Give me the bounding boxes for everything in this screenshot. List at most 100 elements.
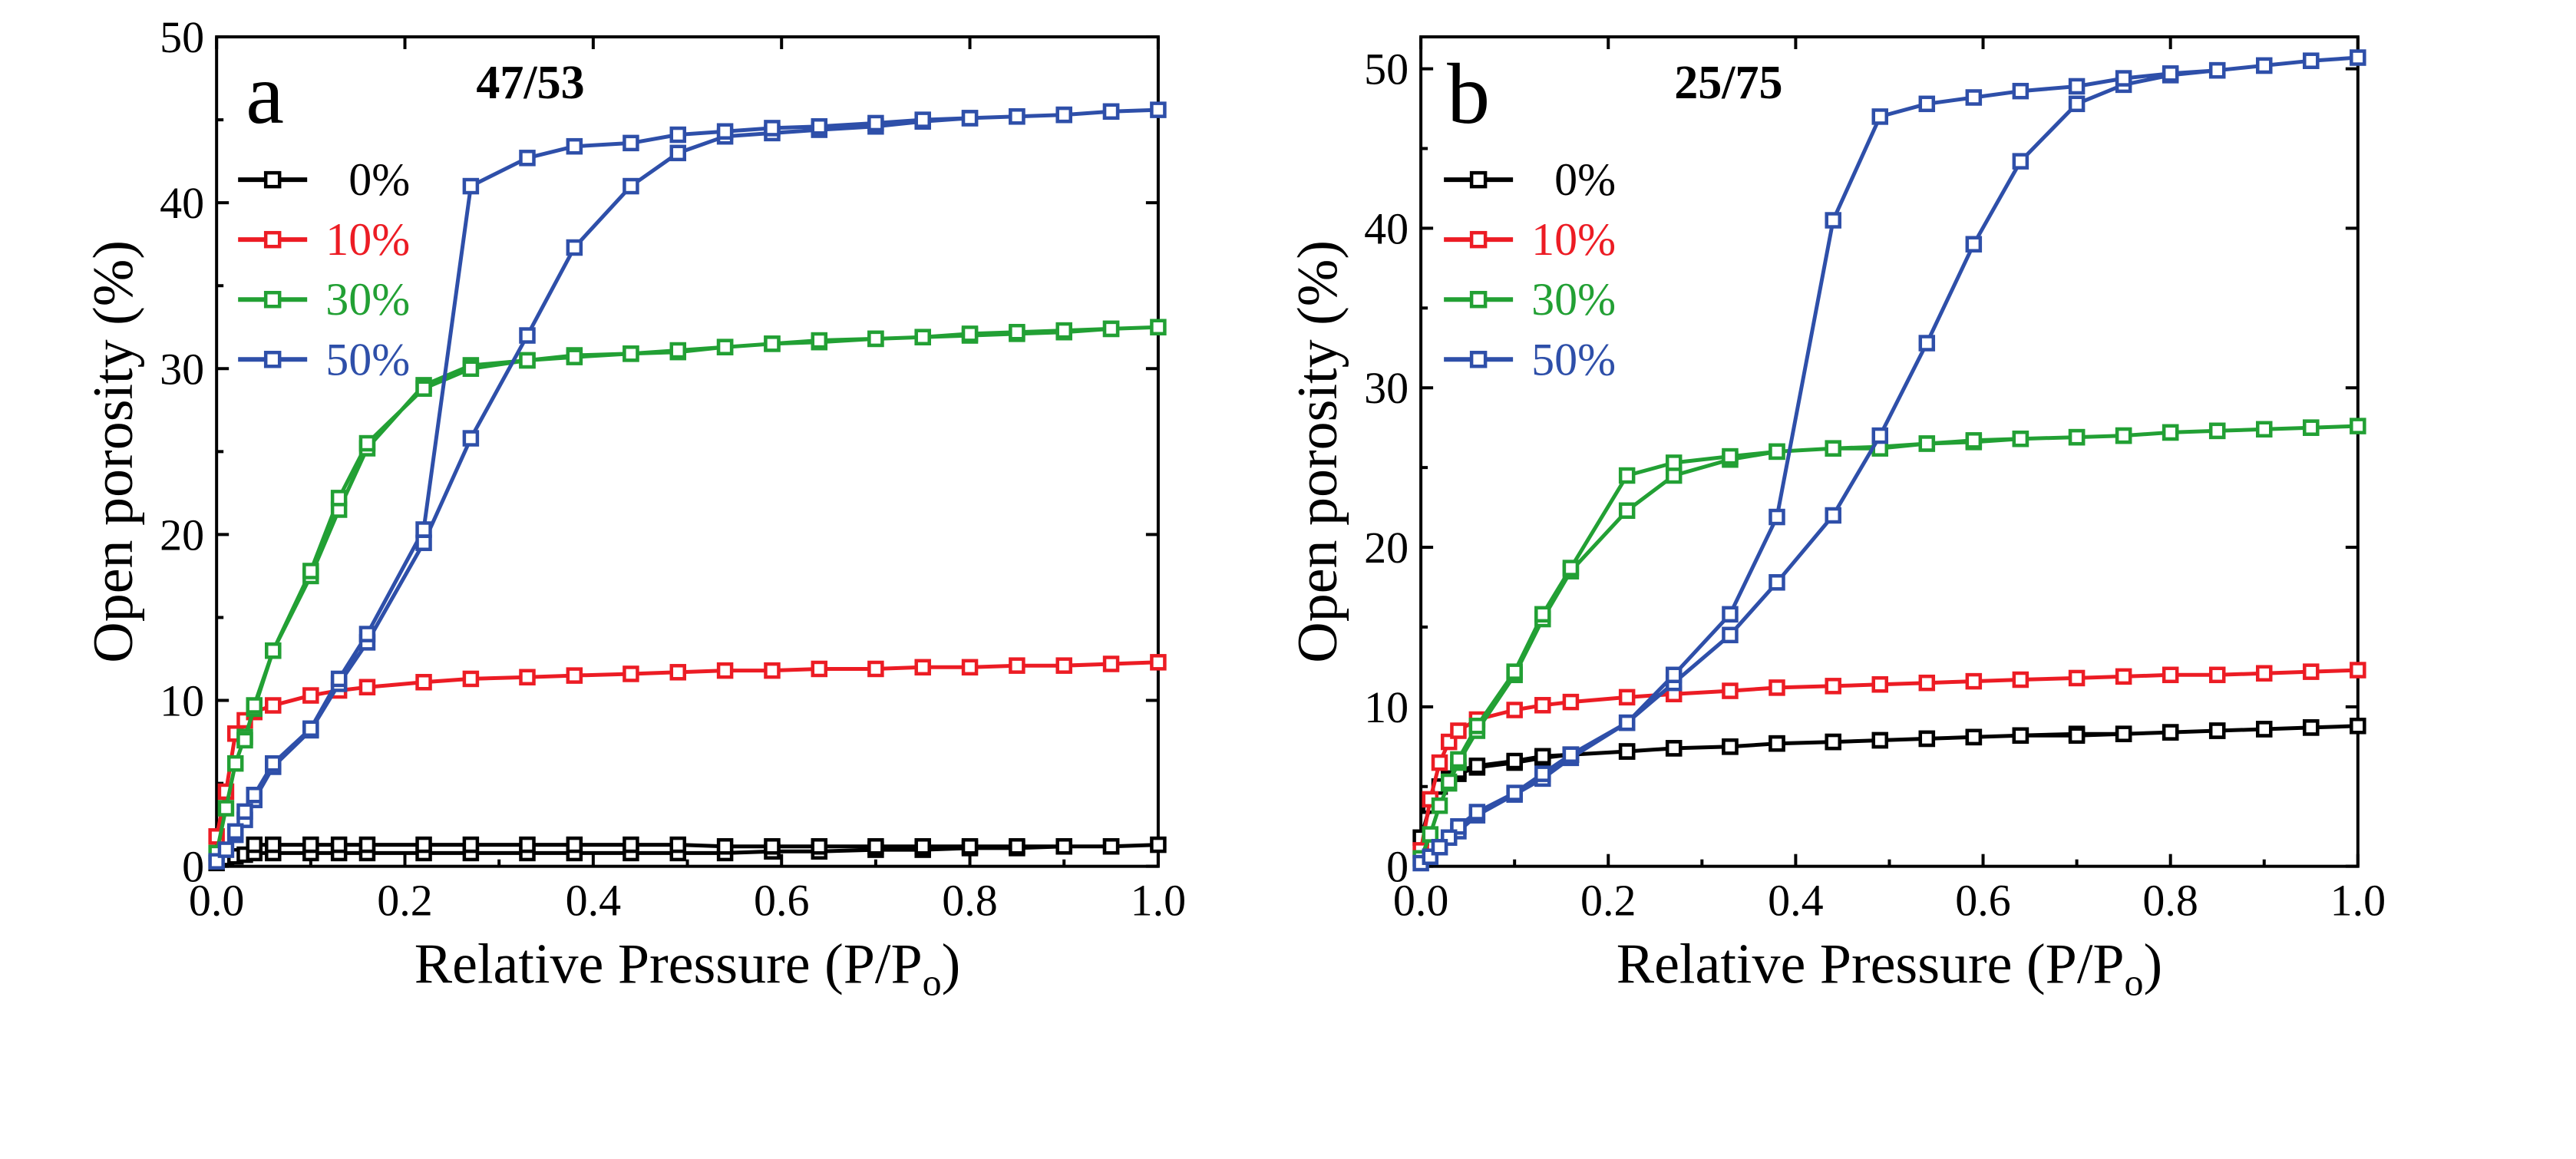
legend-entry: 10% [1444,214,1616,265]
data-point [1825,507,1841,524]
data-point [1009,837,1025,855]
data-point [1102,103,1120,121]
legend-entry: 10% [238,214,410,265]
data-point [1562,746,1580,763]
data-point [1918,674,1936,692]
data-point [2115,70,2132,87]
data-point [1009,657,1025,674]
data-point [566,348,583,365]
y-axis-title: Open porosity (%) [82,240,145,663]
legend-entry: 50% [1444,334,1616,385]
legend-label: 10% [325,214,410,265]
data-point [764,335,781,352]
data-point [415,836,432,854]
x-axis-title: Relative Pressure (P/Po) [414,933,960,1004]
legend-entry: 50% [238,334,410,385]
data-point [2068,95,2086,113]
data-point [811,117,828,135]
data-point [2012,82,2029,100]
data-point [1965,432,1983,449]
data-point [2208,666,2226,684]
data-point [330,670,348,688]
data-point [1618,688,1636,706]
data-point [226,823,244,840]
data-point [1450,722,1467,739]
data-point [764,837,781,855]
data-point [1965,728,1983,746]
data-point [623,665,639,682]
data-point [358,434,376,452]
data-point [1506,702,1523,718]
x-axis-title: Relative Pressure (P/Po) [1617,933,2162,1004]
x-tick-label: 1.0 [1131,876,1187,926]
data-point [623,177,639,195]
data-point [1722,738,1739,755]
data-point [358,626,376,642]
series-line [214,660,1158,837]
data-point [2256,665,2273,682]
data-point [1665,740,1683,757]
data-point [1055,106,1072,124]
legend-entry: 30% [238,274,410,325]
series-1 [208,654,1167,845]
data-point [566,836,583,854]
data-point [358,679,376,696]
y-tick-label: 20 [1364,523,1409,573]
legend-label: 50% [1531,334,1616,385]
data-point [2115,427,2132,444]
data-point [2012,430,2029,447]
data-point [1431,754,1448,771]
data-point [2303,52,2320,69]
data-point [415,380,432,397]
data-point [1534,748,1551,765]
data-point [415,674,432,691]
data-point [1055,657,1072,674]
data-point [2162,666,2179,684]
data-point [1825,733,1841,751]
legend-label: 10% [1531,214,1616,265]
data-point [1871,108,1889,125]
data-point [1918,730,1936,748]
data-point [1618,743,1636,760]
data-point [302,836,319,854]
data-point [1150,654,1167,671]
x-axis-title-close: ) [942,933,961,996]
panel-title: 47/53 [476,57,584,109]
data-point [914,659,931,676]
data-point [2303,719,2320,736]
data-point [519,836,536,854]
data-point [1965,236,1983,253]
y-tick-label: 40 [160,178,204,228]
data-point [2350,662,2366,679]
data-point [519,669,536,686]
data-point [208,853,225,870]
data-point [217,841,235,858]
data-point [1722,447,1739,465]
data-point [236,803,253,821]
series-line [1418,424,2360,860]
data-point [764,662,781,679]
legend-entry: 30% [1444,274,1616,325]
data-point [330,490,348,507]
series-1 [1412,662,2366,859]
x-tick-label: 0.4 [1768,876,1824,926]
data-point [1150,836,1167,854]
data-point [2208,722,2226,739]
x-axis-title-subscript: o [2125,961,2144,1004]
data-point [1722,606,1739,623]
data-point [669,664,687,681]
legend-label: 30% [1531,274,1616,325]
x-axis-title-main: Relative Pressure (P/P [414,933,923,996]
data-point [1534,606,1551,623]
data-point [2012,153,2029,170]
data-point [1665,666,1683,684]
data-point [867,660,884,678]
data-point [1769,735,1785,752]
y-tick-label: 50 [160,12,204,62]
data-point [623,134,639,152]
data-point [1871,676,1889,693]
data-point [462,670,480,688]
data-point [236,731,253,749]
panel-b: 0.0 0.2 0.4 0.6 0.8 1.0 0 10 20 30 40 50 Relative Pr… [1286,35,2386,1004]
